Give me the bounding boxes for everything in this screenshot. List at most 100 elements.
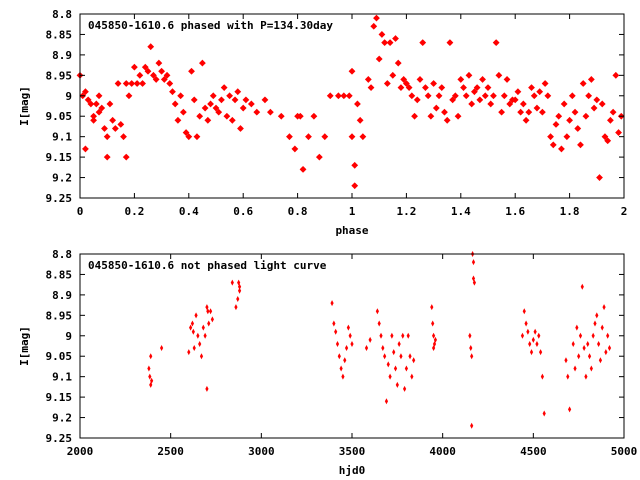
phased-data-point <box>218 96 225 104</box>
phased-data-point <box>528 84 535 91</box>
phased-data-point <box>465 71 473 79</box>
phased-data-point <box>536 88 544 96</box>
unphased-data-point <box>604 349 608 356</box>
phased-data-point <box>574 125 582 132</box>
phased-data-point <box>125 92 133 100</box>
unphased-data-point <box>343 357 347 364</box>
phased-data-point <box>267 108 274 116</box>
phased-y-tick-label: 9.05 <box>46 110 73 123</box>
unphased-data-point <box>392 349 396 356</box>
phased-data-point <box>479 76 486 83</box>
unphased-data-point <box>192 345 196 352</box>
phased-data-point <box>587 76 595 83</box>
phased-data-point <box>139 80 146 87</box>
phased-data-point <box>291 145 299 153</box>
phased-data-point <box>128 80 136 87</box>
unphased-data-point <box>332 320 336 327</box>
unphased-data-point <box>386 361 390 368</box>
unphased-data-point <box>368 336 372 343</box>
phased-data-point <box>90 112 97 120</box>
unphased-data-point <box>205 385 209 392</box>
phased-data-point <box>95 108 103 116</box>
unphased-data-point <box>468 332 472 339</box>
unphased-data-point <box>160 345 164 352</box>
phased-y-tick-label: 9.15 <box>46 151 73 164</box>
phased-data-point <box>215 108 223 116</box>
unphased-data-point <box>529 349 534 356</box>
phased-data-point <box>517 108 525 116</box>
phased-data-point <box>539 108 546 116</box>
unphased-data-point <box>230 279 234 286</box>
phased-data-point <box>277 112 285 120</box>
phased-data-point <box>321 133 329 141</box>
unphased-data-point <box>148 373 152 380</box>
phased-light-curve-panel: 8.8 8.85 8.9 8.95 9 9.05 9.1 9.15 9.2 9.25 0 0.2 0.… <box>18 8 627 237</box>
unphased-data-point <box>348 332 352 339</box>
phased-data-point <box>579 80 587 87</box>
phased-data-point <box>242 96 250 104</box>
phased-y-tick-label: 9.1 <box>52 131 72 144</box>
phased-data-point <box>354 100 361 108</box>
phased-y-tick-label: 9 <box>65 90 72 103</box>
phased-data-point <box>150 71 157 79</box>
phased-data-point <box>451 92 459 100</box>
phased-data-point <box>228 116 236 124</box>
unphased-data-point <box>432 332 436 339</box>
phased-data-point <box>511 96 519 104</box>
unphased-data-point <box>471 259 476 266</box>
phased-y-tick-label: 8.9 <box>52 49 72 62</box>
phased-y-tick-label: 8.8 <box>52 8 72 21</box>
phased-data-point <box>155 59 163 67</box>
phased-data-point <box>381 39 389 47</box>
unphased-data-point <box>410 373 414 380</box>
unphased-data-point <box>404 365 408 372</box>
phased-data-point <box>163 71 171 79</box>
phased-data-point <box>122 80 130 87</box>
unphased-data-point <box>432 345 436 352</box>
phased-y-tick-label: 9.2 <box>52 172 72 185</box>
phased-data-point <box>468 100 476 108</box>
phased-data-point <box>383 80 391 87</box>
unphased-x-tick-label: 2500 <box>157 445 184 458</box>
phased-data-point <box>593 96 601 104</box>
unphased-data-point <box>393 365 398 372</box>
phased-data-point <box>101 125 108 132</box>
unphased-data-point <box>210 316 214 323</box>
phased-data-point <box>348 67 356 75</box>
phased-data-point <box>82 88 89 96</box>
phased-data-point <box>169 88 176 96</box>
unphased-data-point <box>402 385 407 392</box>
phased-data-point <box>335 92 342 100</box>
phased-data-point <box>84 96 92 104</box>
unphased-data-point <box>580 283 584 290</box>
phased-data-point <box>345 92 353 100</box>
unphased-x-tick-label: 2000 <box>67 445 94 458</box>
phased-data-point <box>498 108 505 116</box>
unphased-y-tick-label: 9.1 <box>52 371 72 384</box>
unphased-y-tick-label: 9 <box>65 330 72 343</box>
phased-x-tick-label: 0 <box>77 205 84 218</box>
phased-data-point <box>492 39 500 47</box>
phased-data-point <box>604 137 612 145</box>
unphased-data-point <box>589 365 593 372</box>
phased-data-point <box>174 116 182 124</box>
unphased-y-tick-label: 9.05 <box>46 350 73 363</box>
phased-data-point <box>305 133 312 141</box>
phased-x-axis-ticks: 0 0.2 0.4 0.6 0.8 1 1.2 1.4 1.6 1.8 2 <box>77 14 627 218</box>
unphased-data-point <box>470 353 474 360</box>
phased-data-point <box>367 84 375 91</box>
unphased-data-point <box>390 332 394 339</box>
phased-x-tick-label: 1.6 <box>505 205 525 218</box>
phased-data-point <box>403 80 410 87</box>
phased-data-point <box>356 116 364 124</box>
phased-data-point <box>392 35 399 42</box>
phased-data-point <box>122 153 130 161</box>
unphased-data-point <box>430 304 434 311</box>
phased-data-point <box>370 22 378 30</box>
unphased-data-point <box>395 381 399 388</box>
phased-y-axis-ticks: 8.8 8.85 8.9 8.95 9 9.05 9.1 9.15 9.2 9.25 <box>46 8 624 205</box>
unphased-data-point <box>237 287 242 294</box>
unphased-data-point <box>149 353 153 360</box>
unphased-data-point <box>150 377 154 384</box>
phased-data-point <box>596 174 603 181</box>
